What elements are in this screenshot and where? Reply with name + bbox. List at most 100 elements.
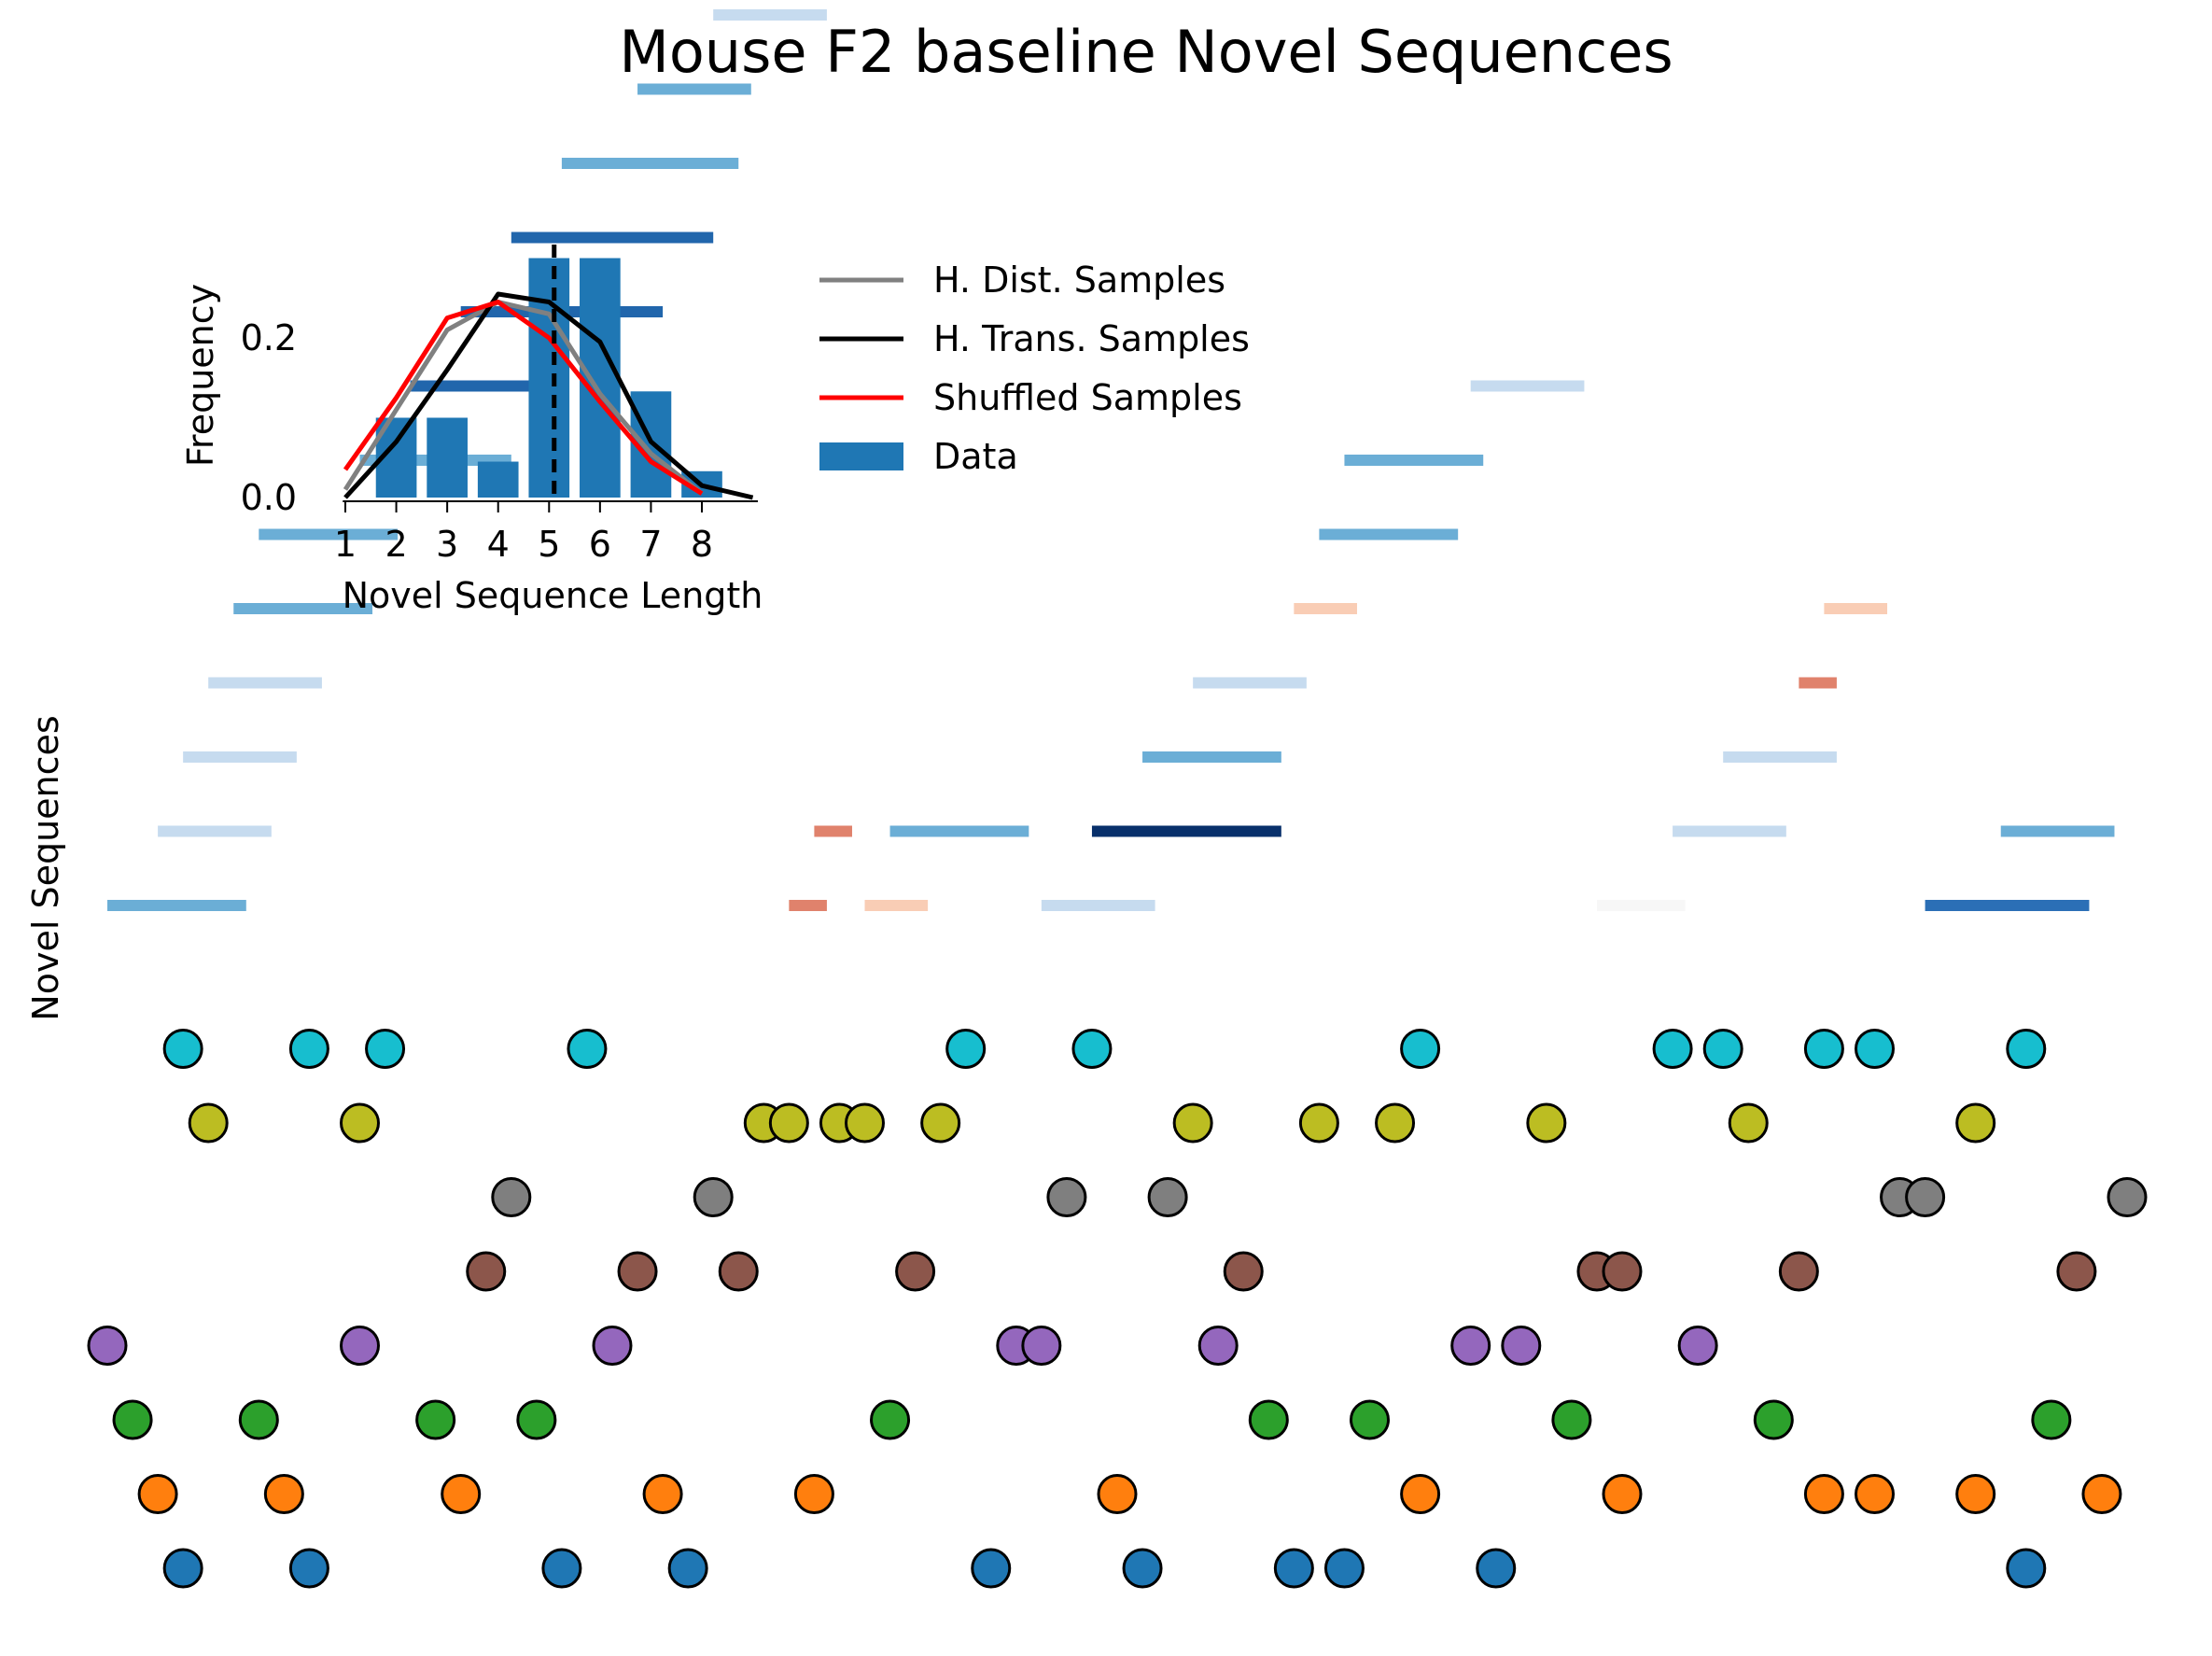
event-dot xyxy=(2031,1399,2072,1440)
sequence-bar xyxy=(208,677,322,689)
event-dot xyxy=(137,1474,178,1514)
sequence-bar xyxy=(1294,603,1357,614)
event-dot xyxy=(1248,1399,1289,1440)
sequence-bar xyxy=(1723,751,1837,763)
event-dot xyxy=(1172,1102,1213,1144)
event-dot xyxy=(617,1251,658,1292)
event-dot xyxy=(1097,1474,1138,1514)
sequence-bar xyxy=(1344,455,1484,466)
event-dot xyxy=(1350,1399,1390,1440)
event-dot xyxy=(1046,1177,1087,1217)
legend-label-data: Data xyxy=(933,436,1018,477)
sequence-bar xyxy=(233,603,373,614)
inset-x-tick-label: 1 xyxy=(334,524,357,565)
event-dot xyxy=(895,1251,936,1292)
event-dot xyxy=(1501,1326,1542,1366)
legend-label-shuffled: Shuffled Samples xyxy=(933,377,1242,418)
sequence-bar xyxy=(1925,900,2090,911)
event-dot xyxy=(1602,1474,1643,1514)
event-dot xyxy=(1602,1251,1643,1292)
event-dot xyxy=(263,1474,304,1514)
event-dot xyxy=(845,1102,885,1144)
event-dot xyxy=(441,1474,482,1514)
event-dot xyxy=(1197,1326,1239,1366)
inset-bar xyxy=(477,461,519,498)
event-dot xyxy=(667,1548,708,1589)
inset-y-ticks: 0.0 0.2 xyxy=(241,317,297,518)
event-dot xyxy=(1450,1326,1491,1366)
event-dot xyxy=(1803,1474,1844,1514)
event-dot xyxy=(1147,1177,1188,1217)
event-dot xyxy=(1702,1029,1743,1069)
inset-line-shuffled-samples xyxy=(343,300,704,496)
event-dot xyxy=(920,1102,961,1144)
sequence-bar xyxy=(511,232,714,244)
event-dot xyxy=(541,1548,582,1589)
y-axis-label: Novel Sequences xyxy=(25,715,66,1020)
event-dot xyxy=(1122,1548,1163,1589)
event-dot xyxy=(1298,1102,1339,1144)
inset-x-tick-label: 8 xyxy=(691,524,713,565)
sequence-bar xyxy=(2000,825,2115,837)
sequence-bar xyxy=(1470,380,1585,392)
sequence-bar xyxy=(1142,751,1281,763)
sequence-bar xyxy=(1799,677,1837,689)
sequence-bar xyxy=(864,900,929,911)
event-dot xyxy=(1778,1251,1819,1292)
event-dot xyxy=(1375,1102,1416,1144)
event-dot xyxy=(793,1474,834,1514)
event-dot xyxy=(2081,1474,2122,1514)
sequence-bar xyxy=(1824,603,1888,614)
sequence-bar xyxy=(1596,900,1686,911)
event-dot xyxy=(365,1029,406,1069)
sequence-bar xyxy=(637,83,751,95)
inset-bar xyxy=(528,258,570,498)
event-dot xyxy=(516,1399,557,1440)
event-dots xyxy=(87,1029,2148,1589)
inset-bars xyxy=(375,258,722,498)
inset-y-tick-label: 0.0 xyxy=(241,477,297,518)
inset-x-tick-label: 4 xyxy=(487,524,510,565)
event-dot xyxy=(642,1474,683,1514)
event-dot xyxy=(2056,1251,2097,1292)
inset-x-tick-label: 6 xyxy=(589,524,611,565)
sequence-bar xyxy=(1319,528,1459,540)
sequence-bar xyxy=(410,380,537,392)
event-dot xyxy=(1728,1102,1769,1144)
chart-title: Mouse F2 baseline Novel Sequences xyxy=(619,18,1673,86)
event-dot xyxy=(971,1548,1012,1589)
sequence-bar xyxy=(1193,677,1307,689)
event-dot xyxy=(112,1399,153,1440)
inset-line-h-trans-samples xyxy=(343,291,754,500)
event-dot xyxy=(870,1399,911,1440)
event-dot xyxy=(491,1177,532,1217)
event-dot xyxy=(1677,1326,1718,1366)
inset-y-tick-label: 0.2 xyxy=(241,317,297,358)
legend: H. Dist. Samples H. Trans. Samples Shuff… xyxy=(819,260,1250,477)
event-dot xyxy=(162,1548,203,1589)
event-dot xyxy=(718,1251,759,1292)
event-dot xyxy=(1955,1102,1996,1144)
sequence-bar xyxy=(1041,900,1155,911)
sequence-bar xyxy=(1091,825,1281,837)
inset-x-axis-label: Novel Sequence Length xyxy=(343,575,763,616)
event-dot xyxy=(1400,1029,1441,1069)
legend-label-h-trans: H. Trans. Samples xyxy=(933,318,1250,359)
event-dot xyxy=(87,1326,128,1366)
inset-line-h-dist-samples xyxy=(343,300,704,496)
inset-bar xyxy=(580,258,621,498)
inset-x-tick-label: 5 xyxy=(538,524,560,565)
event-dot xyxy=(1323,1548,1365,1589)
event-dot xyxy=(567,1029,608,1069)
inset-bar xyxy=(427,417,468,498)
event-dot xyxy=(1400,1474,1441,1514)
sequence-bar xyxy=(713,9,827,21)
event-dot xyxy=(1905,1177,1946,1217)
event-dot xyxy=(1526,1102,1567,1144)
event-dot xyxy=(1855,1474,1895,1514)
inset-x-tick-label: 2 xyxy=(385,524,407,565)
event-dot xyxy=(415,1399,456,1440)
